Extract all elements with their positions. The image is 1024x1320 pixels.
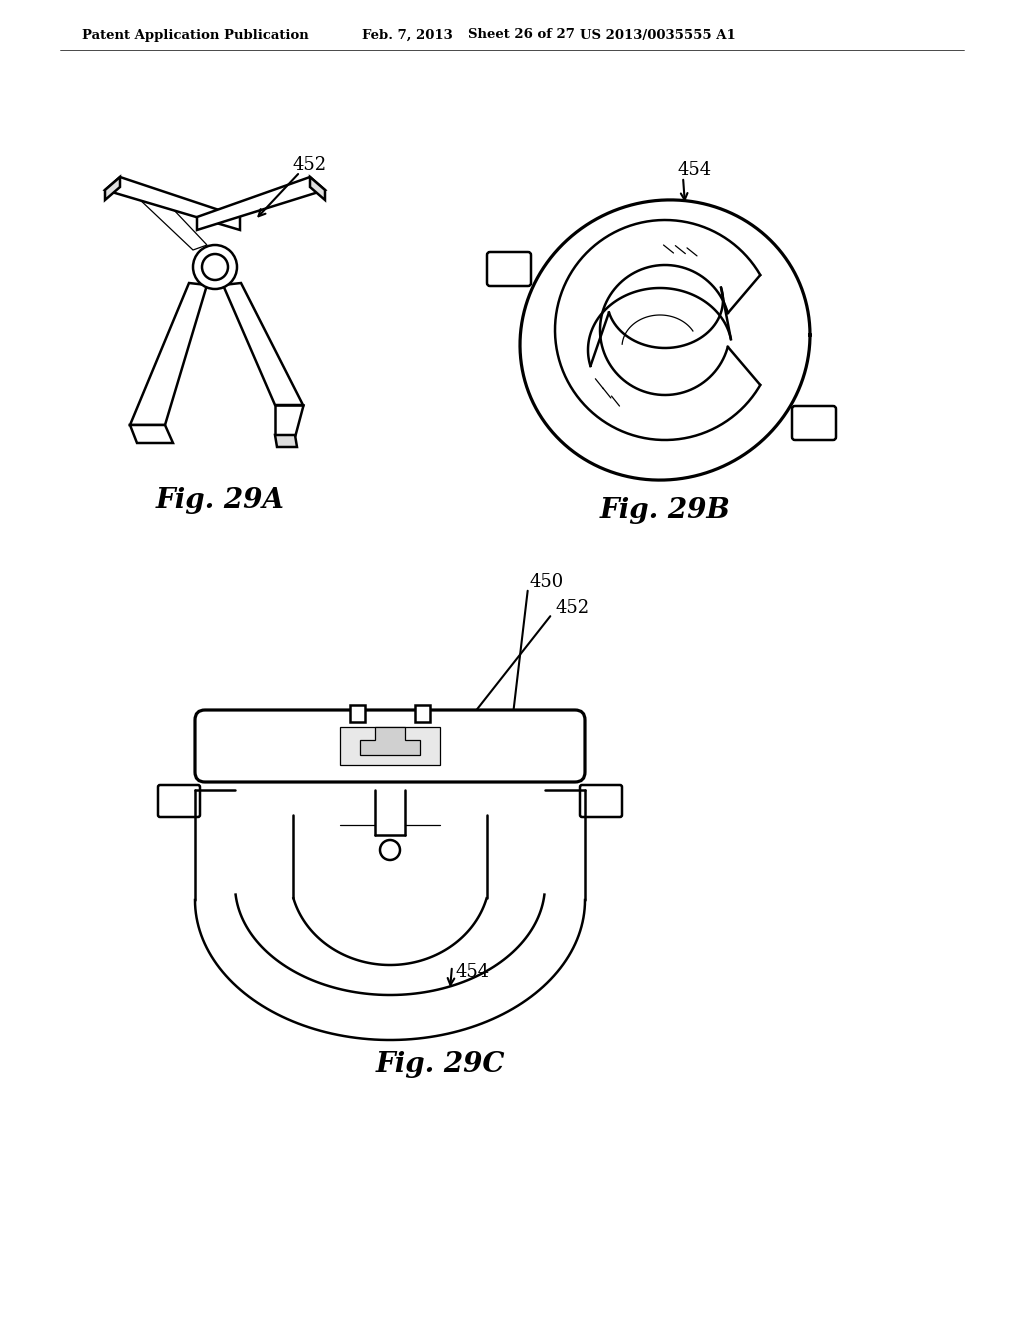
Text: Fig. 29A: Fig. 29A: [156, 487, 285, 513]
Polygon shape: [223, 282, 303, 405]
Polygon shape: [360, 727, 420, 755]
Text: US 2013/0035555 A1: US 2013/0035555 A1: [580, 29, 736, 41]
Text: 452: 452: [555, 599, 589, 616]
Text: 454: 454: [678, 161, 712, 180]
Polygon shape: [415, 705, 430, 722]
FancyBboxPatch shape: [195, 710, 585, 781]
Polygon shape: [275, 405, 303, 436]
Polygon shape: [105, 177, 120, 201]
Text: Fig. 29B: Fig. 29B: [600, 496, 730, 524]
Polygon shape: [197, 177, 325, 230]
Polygon shape: [105, 177, 240, 230]
Circle shape: [193, 246, 237, 289]
FancyBboxPatch shape: [792, 407, 836, 440]
Text: Patent Application Publication: Patent Application Publication: [82, 29, 309, 41]
Text: Fig. 29C: Fig. 29C: [375, 1052, 505, 1078]
Text: Feb. 7, 2013: Feb. 7, 2013: [362, 29, 453, 41]
FancyBboxPatch shape: [487, 252, 531, 286]
Polygon shape: [350, 705, 365, 722]
Text: 454: 454: [455, 964, 489, 981]
Bar: [340, 727, 440, 766]
Polygon shape: [130, 282, 207, 425]
Text: 452: 452: [293, 156, 327, 174]
Text: Sheet 26 of 27: Sheet 26 of 27: [468, 29, 574, 41]
Circle shape: [380, 840, 400, 861]
Text: 450: 450: [530, 573, 564, 591]
Polygon shape: [275, 436, 297, 447]
Circle shape: [202, 253, 228, 280]
Polygon shape: [137, 190, 207, 249]
FancyBboxPatch shape: [158, 785, 200, 817]
FancyBboxPatch shape: [580, 785, 622, 817]
Polygon shape: [130, 425, 173, 444]
Polygon shape: [310, 177, 325, 201]
